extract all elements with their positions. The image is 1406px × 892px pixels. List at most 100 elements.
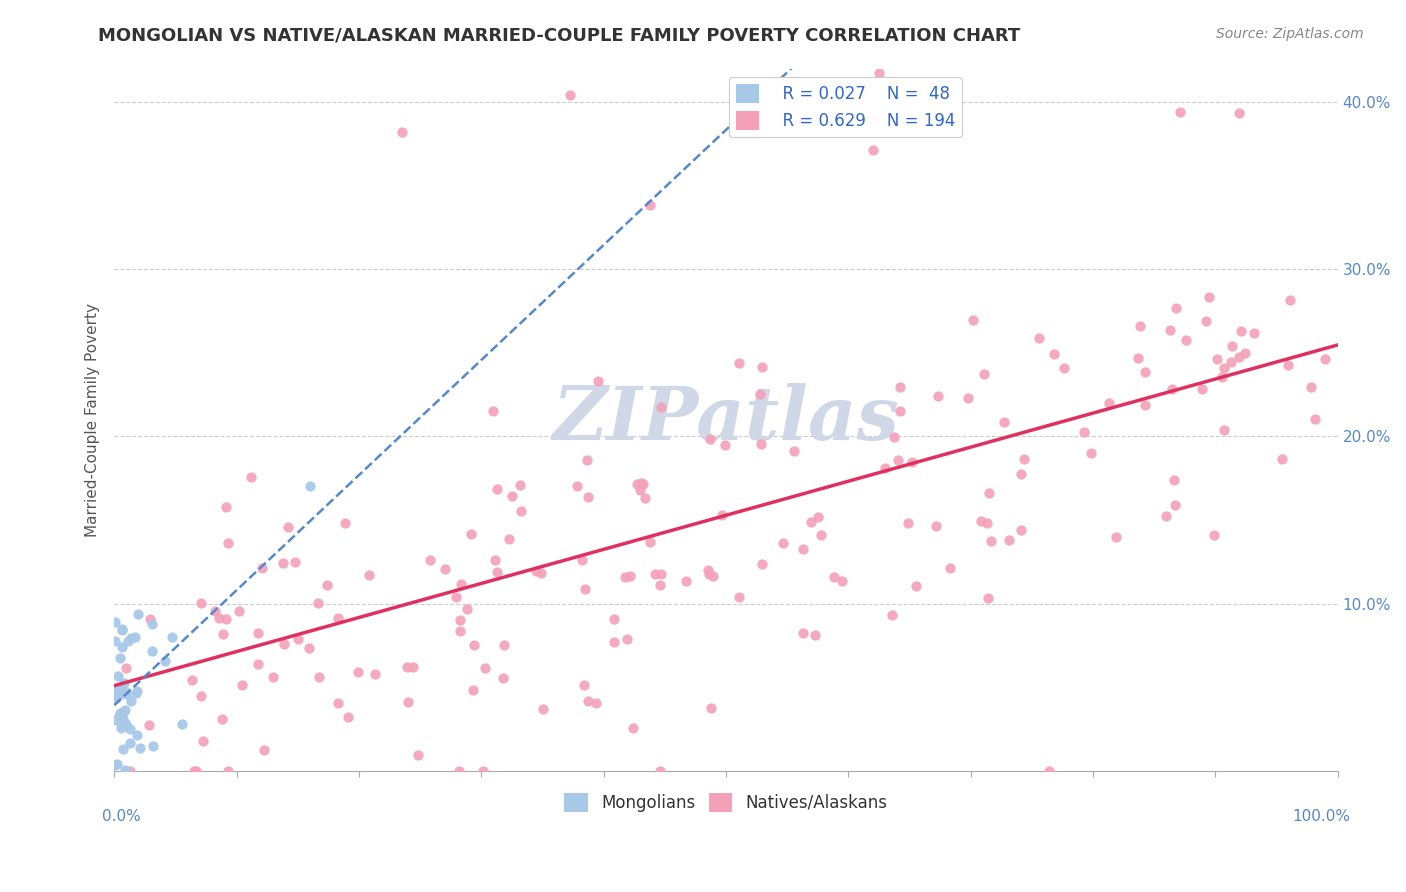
- Point: [976, 516, 998, 530]
- Point: [114, 703, 136, 717]
- Point: [482, 403, 505, 417]
- Point: [638, 198, 661, 212]
- Point: [110, 687, 132, 701]
- Point: [120, 736, 142, 750]
- Point: [1159, 324, 1181, 338]
- Point: [586, 375, 609, 389]
- Point: [111, 712, 134, 726]
- Point: [107, 681, 129, 695]
- Point: [115, 661, 138, 675]
- Point: [648, 577, 671, 591]
- Point: [1206, 351, 1229, 366]
- Point: [1038, 764, 1060, 778]
- Point: [1277, 358, 1299, 372]
- Point: [107, 709, 129, 723]
- Point: [326, 696, 349, 710]
- Point: [1080, 446, 1102, 460]
- Point: [862, 143, 884, 157]
- Point: [190, 690, 212, 704]
- Point: [927, 389, 949, 403]
- Point: [114, 687, 136, 701]
- Point: [1043, 347, 1066, 361]
- Point: [287, 632, 309, 647]
- Point: [574, 677, 596, 691]
- Point: [628, 483, 651, 498]
- Point: [180, 673, 202, 687]
- Point: [357, 568, 380, 582]
- Point: [125, 728, 148, 742]
- Point: [993, 416, 1015, 430]
- Point: [120, 722, 142, 736]
- Point: [139, 612, 162, 626]
- Point: [883, 429, 905, 443]
- Point: [1303, 412, 1326, 426]
- Point: [804, 628, 827, 642]
- Point: [1175, 333, 1198, 347]
- Point: [328, 611, 350, 625]
- Point: [1135, 398, 1157, 412]
- Point: [675, 574, 697, 588]
- Point: [714, 438, 737, 452]
- Point: [336, 710, 359, 724]
- Point: [1126, 351, 1149, 365]
- Point: [120, 631, 142, 645]
- Point: [217, 764, 239, 778]
- Point: [1164, 499, 1187, 513]
- Point: [250, 560, 273, 574]
- Point: [751, 436, 773, 450]
- Point: [560, 87, 582, 102]
- Point: [449, 624, 471, 639]
- Point: [183, 764, 205, 778]
- Point: [783, 444, 806, 458]
- Point: [748, 387, 770, 401]
- Point: [215, 612, 238, 626]
- Point: [456, 601, 478, 615]
- Point: [277, 520, 299, 534]
- Point: [307, 596, 329, 610]
- Point: [463, 638, 485, 652]
- Point: [228, 604, 250, 618]
- Point: [644, 567, 666, 582]
- Point: [728, 591, 751, 605]
- Text: MONGOLIAN VS NATIVE/ALASKAN MARRIED-COUPLE FAMILY POVERTY CORRELATION CHART: MONGOLIAN VS NATIVE/ALASKAN MARRIED-COUP…: [98, 27, 1021, 45]
- Point: [1220, 339, 1243, 353]
- Point: [108, 651, 131, 665]
- Point: [214, 500, 236, 514]
- Point: [531, 702, 554, 716]
- Point: [1133, 365, 1156, 379]
- Point: [155, 654, 177, 668]
- Point: [217, 536, 239, 550]
- Point: [831, 574, 853, 588]
- Point: [603, 635, 626, 649]
- Point: [1211, 370, 1233, 384]
- Point: [127, 684, 149, 698]
- Point: [905, 579, 928, 593]
- Point: [1278, 293, 1301, 307]
- Point: [396, 696, 419, 710]
- Text: ZIPatlas: ZIPatlas: [553, 384, 900, 456]
- Point: [484, 553, 506, 567]
- Legend: Mongolians, Natives/Alaskans: Mongolians, Natives/Alaskans: [558, 786, 894, 819]
- Point: [1227, 105, 1250, 120]
- Point: [576, 693, 599, 707]
- Point: [170, 717, 193, 731]
- Point: [138, 718, 160, 732]
- Point: [887, 452, 910, 467]
- Point: [616, 632, 638, 647]
- Point: [433, 562, 456, 576]
- Point: [402, 660, 425, 674]
- Point: [498, 532, 520, 546]
- Point: [212, 627, 235, 641]
- Point: [120, 764, 142, 778]
- Point: [621, 721, 644, 735]
- Point: [460, 527, 482, 541]
- Point: [710, 508, 733, 522]
- Point: [253, 743, 276, 757]
- Point: [638, 535, 661, 549]
- Point: [246, 626, 269, 640]
- Point: [702, 568, 724, 582]
- Point: [772, 536, 794, 550]
- Point: [104, 634, 127, 648]
- Point: [1028, 331, 1050, 345]
- Point: [626, 476, 648, 491]
